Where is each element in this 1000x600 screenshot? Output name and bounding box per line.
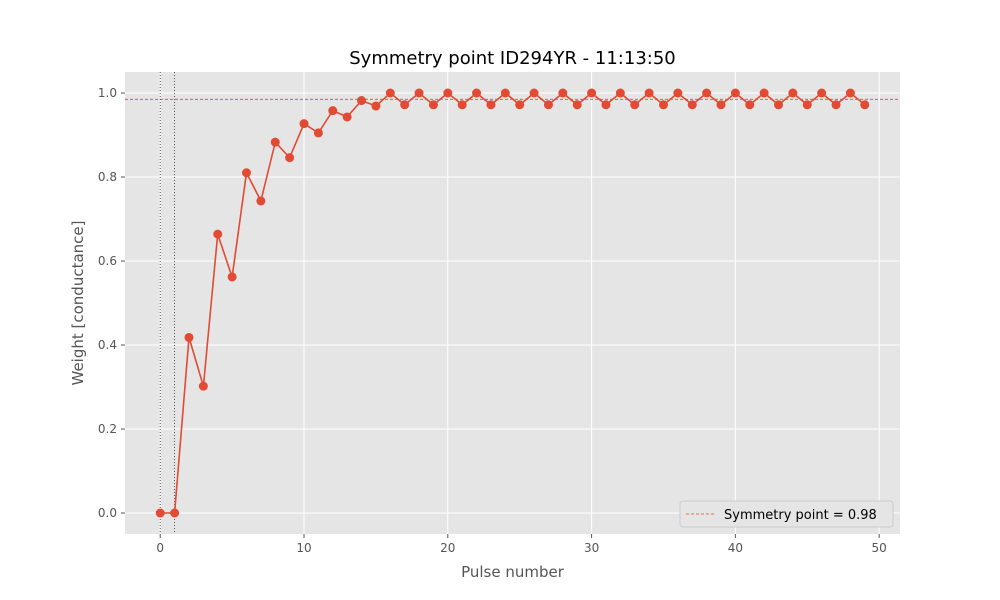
data-point bbox=[673, 88, 683, 98]
data-point bbox=[414, 88, 424, 98]
data-point bbox=[529, 88, 539, 98]
data-point bbox=[702, 88, 712, 98]
data-point bbox=[486, 100, 496, 110]
x-tick-label: 10 bbox=[296, 541, 311, 555]
data-point bbox=[472, 88, 482, 98]
plot-area bbox=[125, 72, 900, 534]
data-point bbox=[845, 88, 855, 98]
data-point bbox=[285, 153, 295, 163]
data-point bbox=[371, 101, 381, 111]
data-point bbox=[745, 100, 755, 110]
data-point bbox=[256, 196, 266, 206]
x-tick-label: 30 bbox=[584, 541, 599, 555]
x-axis-label: Pulse number bbox=[461, 563, 565, 581]
data-point bbox=[213, 229, 223, 239]
data-point bbox=[500, 88, 510, 98]
data-point bbox=[802, 100, 812, 110]
y-tick-label: 0.2 bbox=[98, 422, 117, 436]
data-point bbox=[155, 508, 165, 518]
data-point bbox=[198, 381, 208, 391]
data-point bbox=[328, 106, 338, 116]
x-tick-label: 0 bbox=[156, 541, 164, 555]
data-point bbox=[342, 112, 352, 122]
data-point bbox=[170, 508, 180, 518]
y-tick-label: 0.8 bbox=[98, 170, 117, 184]
data-point bbox=[774, 100, 784, 110]
data-point bbox=[587, 88, 597, 98]
chart-title: Symmetry point ID294YR - 11:13:50 bbox=[349, 48, 676, 69]
data-point bbox=[788, 88, 798, 98]
data-point bbox=[241, 168, 251, 178]
data-point bbox=[687, 100, 697, 110]
y-tick-label: 0.0 bbox=[98, 506, 117, 520]
data-point bbox=[184, 332, 194, 342]
data-point bbox=[860, 100, 870, 110]
data-point bbox=[543, 100, 553, 110]
data-point bbox=[759, 88, 769, 98]
y-tick-label: 1.0 bbox=[98, 86, 117, 100]
x-tick-label: 20 bbox=[440, 541, 455, 555]
data-point bbox=[299, 119, 309, 129]
y-axis-ticks: 0.0 0.2 0.4 0.6 0.8 1.0 bbox=[98, 86, 125, 520]
data-point bbox=[817, 88, 827, 98]
data-point bbox=[385, 88, 395, 98]
data-point bbox=[270, 137, 280, 147]
data-point bbox=[730, 88, 740, 98]
data-point bbox=[601, 100, 611, 110]
data-point bbox=[357, 96, 367, 106]
y-tick-label: 0.6 bbox=[98, 254, 117, 268]
data-point bbox=[658, 100, 668, 110]
data-point bbox=[572, 100, 582, 110]
x-tick-label: 40 bbox=[728, 541, 743, 555]
legend: Symmetry point = 0.98 bbox=[679, 500, 894, 528]
data-point bbox=[615, 88, 625, 98]
x-tick-label: 50 bbox=[872, 541, 887, 555]
y-axis-label: Weight [conductance] bbox=[69, 221, 87, 386]
y-tick-label: 0.4 bbox=[98, 338, 117, 352]
data-point bbox=[644, 88, 654, 98]
data-point bbox=[400, 100, 410, 110]
data-point bbox=[831, 100, 841, 110]
data-point bbox=[558, 88, 568, 98]
data-point bbox=[227, 272, 237, 282]
data-series bbox=[155, 88, 870, 518]
data-point bbox=[428, 100, 438, 110]
data-point bbox=[630, 100, 640, 110]
legend-label: Symmetry point = 0.98 bbox=[724, 508, 877, 523]
data-point bbox=[457, 100, 467, 110]
data-point bbox=[443, 88, 453, 98]
data-point bbox=[716, 100, 726, 110]
data-point bbox=[313, 128, 323, 138]
data-point bbox=[515, 100, 525, 110]
x-axis-ticks: 0 10 20 30 40 50 bbox=[156, 534, 887, 555]
legend-box bbox=[679, 500, 894, 528]
